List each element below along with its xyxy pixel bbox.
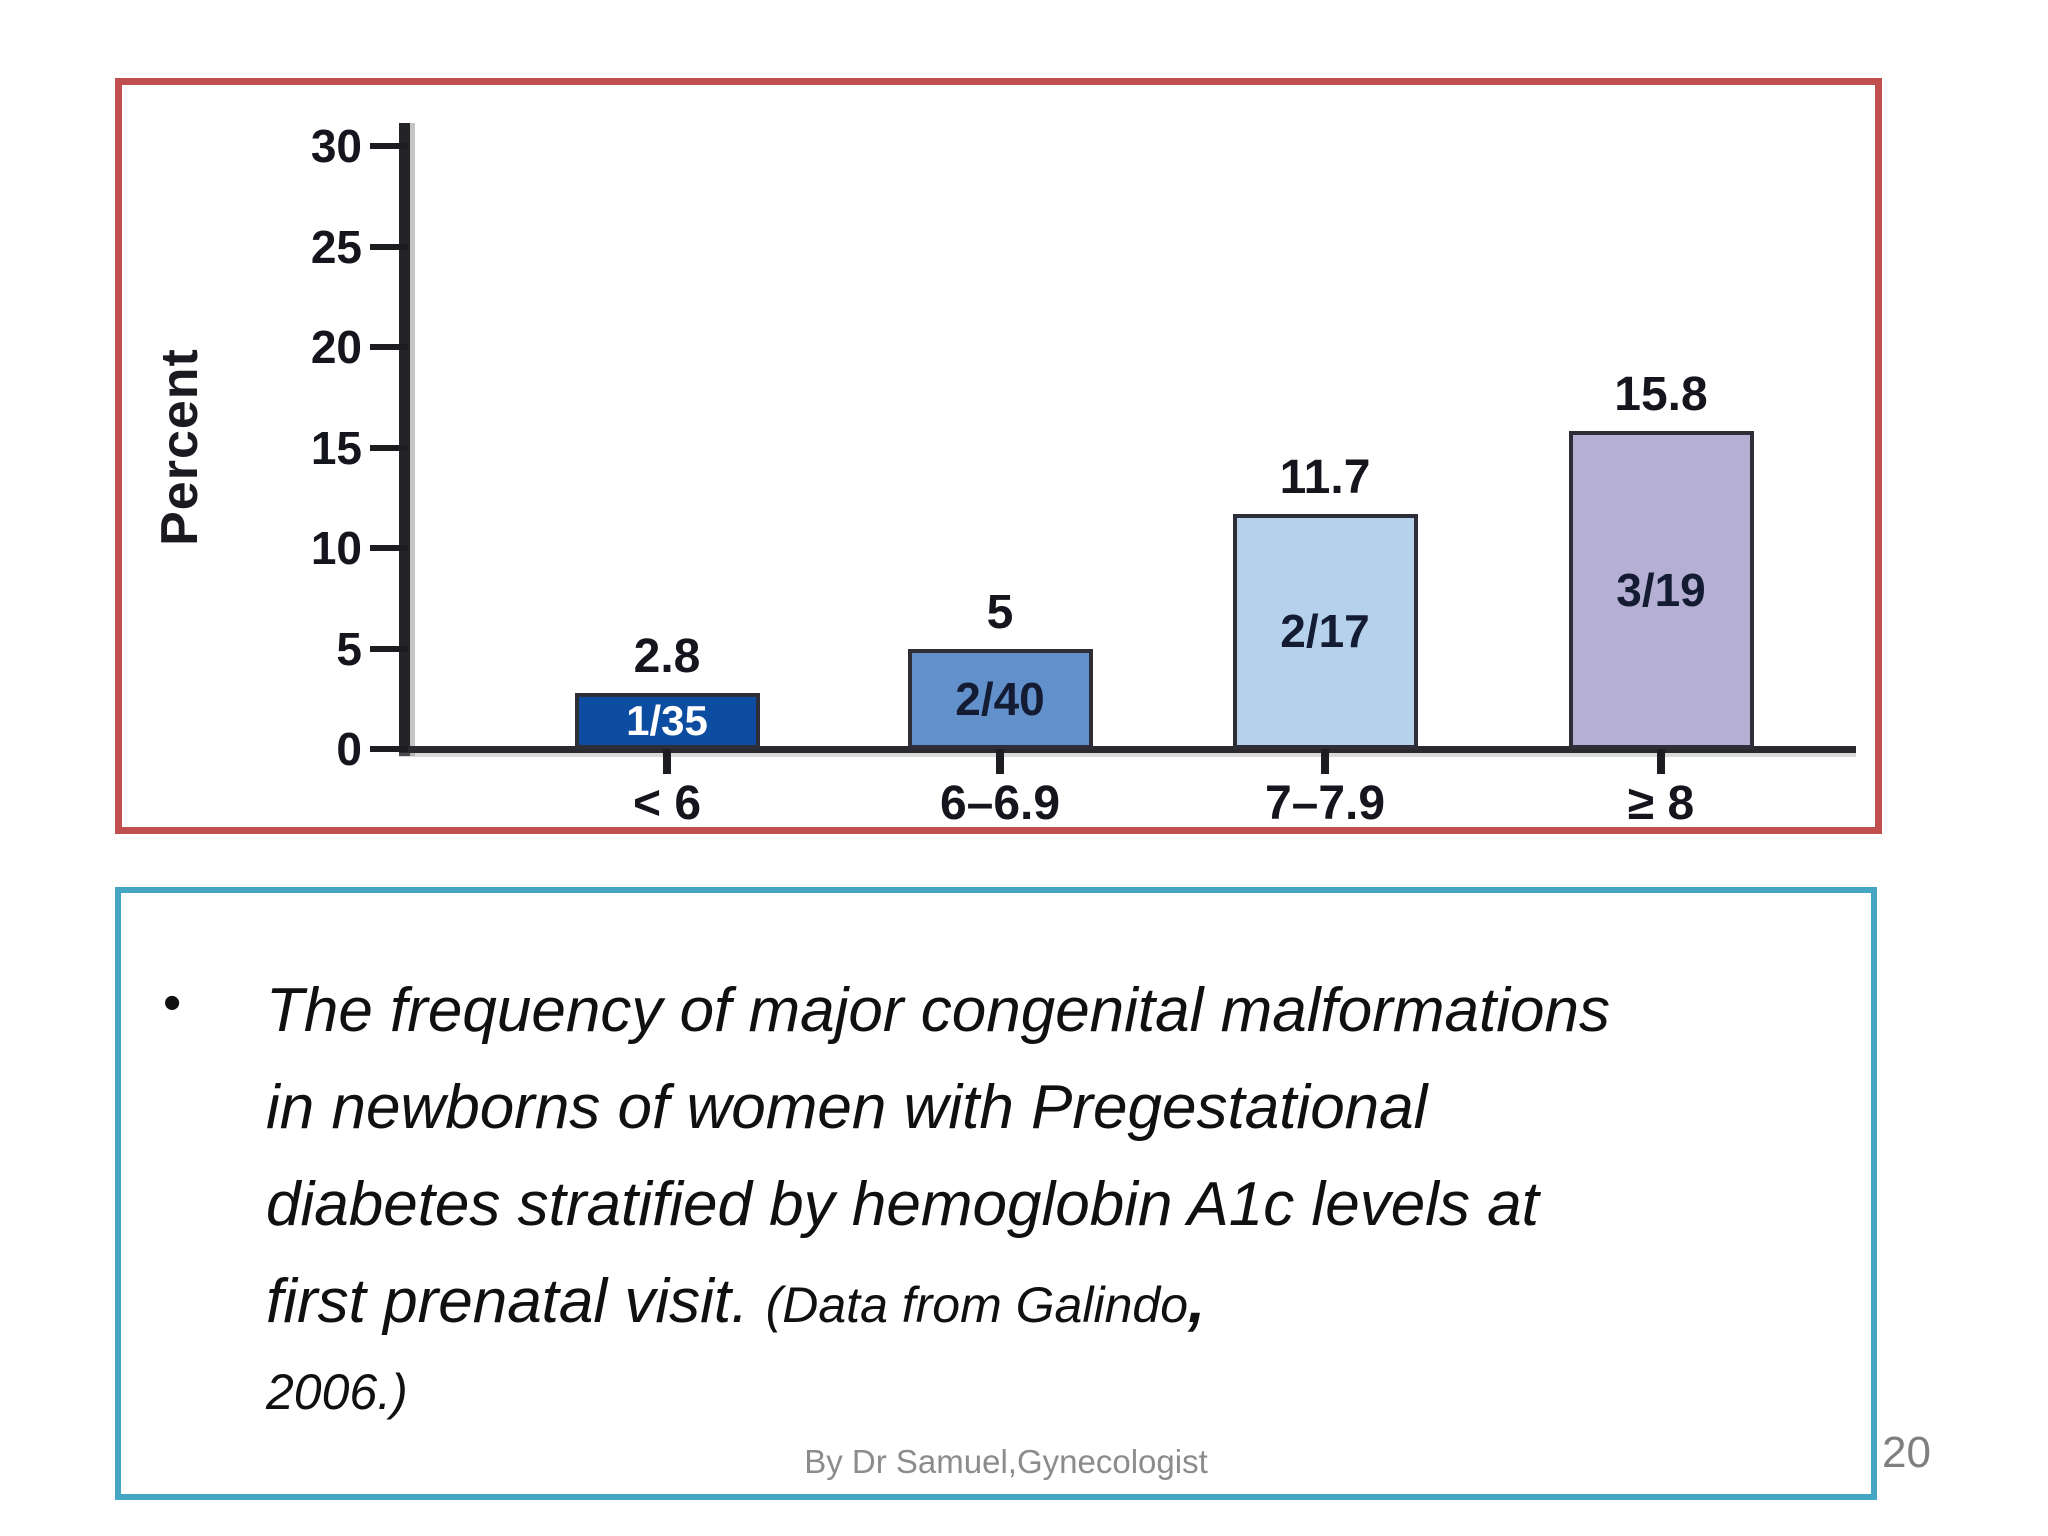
y-tick-label: 20 — [310, 321, 362, 373]
x-tick-mark — [1321, 749, 1329, 774]
y-tick-mark — [370, 444, 408, 451]
bar-value-label: 11.7 — [1279, 450, 1371, 504]
y-tick-mark — [370, 545, 408, 551]
caption-line-4-source: (Data from Galindo — [765, 1277, 1188, 1333]
x-tick-label: < 6 — [632, 777, 702, 830]
bar-fraction-label: 3/19 — [1616, 564, 1706, 617]
x-axis-line — [399, 746, 1856, 753]
bullet-marker: • — [163, 974, 182, 1032]
caption-line-3: diabetes stratified by hemoglobin A1c le… — [266, 1170, 1539, 1239]
bar: 2/17 — [1232, 513, 1418, 749]
y-tick-mark — [370, 746, 408, 752]
y-tick-mark — [370, 344, 408, 350]
bar-value-label: 5 — [986, 585, 1014, 639]
y-tick-label: 30 — [310, 120, 362, 172]
y-tick-label: 25 — [310, 220, 362, 273]
footer-credit: By Dr Samuel,Gynecologist — [804, 1443, 1208, 1480]
y-tick-label: 15 — [310, 421, 362, 474]
chart-panel: Percent 0 5 10 15 20 25 30 1/35 2.8 2/40 5 2/17 11.… — [115, 78, 1882, 834]
y-tick-label: 5 — [336, 622, 362, 675]
x-tick-mark — [663, 749, 671, 774]
x-tick-mark — [996, 749, 1004, 774]
caption-panel: • The frequency of major congenital malf… — [115, 887, 1877, 1500]
bar: 2/40 — [907, 648, 1093, 749]
caption-line-4-comma: , — [1188, 1267, 1206, 1336]
caption-line-2: in newborns of women with Pregestational — [266, 1073, 1428, 1142]
bar: 1/35 — [574, 692, 760, 749]
y-tick-mark — [370, 143, 408, 149]
y-tick-label: 0 — [336, 723, 362, 775]
page-number: 20 — [1882, 1428, 1931, 1477]
caption-line-4: first prenatal visit. (Data from Galindo… — [266, 1267, 1206, 1336]
bar-value-label: 2.8 — [633, 629, 701, 683]
y-axis-line — [399, 123, 410, 756]
bar-fraction-label: 2/17 — [1280, 605, 1370, 658]
bar: 3/19 — [1568, 431, 1754, 749]
x-tick-mark — [1657, 749, 1665, 774]
x-tick-label: ≥ 8 — [1627, 777, 1695, 830]
x-tick-label: 7–7.9 — [1264, 777, 1386, 830]
bar-fraction-label: 2/40 — [955, 672, 1045, 725]
caption-line-1: The frequency of major congenital malfor… — [266, 976, 1610, 1045]
caption-line-5: 2006.) — [266, 1364, 408, 1420]
bar-fraction-label: 1/35 — [626, 696, 708, 744]
bar-value-label: 15.8 — [1614, 368, 1708, 422]
y-tick-mark — [370, 645, 408, 652]
caption-line-4-main: first prenatal visit. — [266, 1267, 766, 1336]
x-tick-label: 6–6.9 — [939, 777, 1061, 830]
y-tick-mark — [370, 243, 408, 250]
y-tick-label: 10 — [310, 522, 362, 574]
